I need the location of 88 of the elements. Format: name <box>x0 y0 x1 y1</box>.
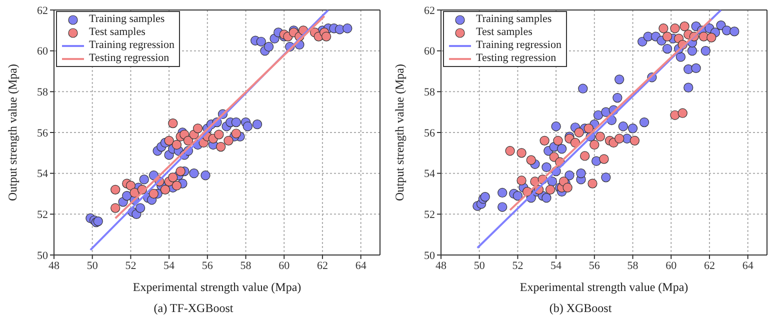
y-tick-label: 62 <box>37 4 48 17</box>
point <box>168 172 178 182</box>
point <box>231 128 241 138</box>
x-tick-label: 64 <box>742 260 754 272</box>
point <box>110 203 120 213</box>
y-tick-label: 52 <box>424 209 435 222</box>
legend-label: Test samples <box>89 26 146 39</box>
x-tick-label: 62 <box>316 260 328 272</box>
x-tick-label: 52 <box>125 260 136 272</box>
point <box>224 136 234 146</box>
y-tick-label: 50 <box>424 250 436 262</box>
point <box>516 148 526 158</box>
point <box>505 146 515 156</box>
y-tick-label: 54 <box>424 168 436 180</box>
point <box>516 176 526 186</box>
legend-label: Training regression <box>476 39 562 52</box>
point <box>678 108 688 118</box>
legend-label: Training samples <box>476 13 552 26</box>
point <box>172 140 182 150</box>
point <box>553 136 563 146</box>
point <box>172 180 182 190</box>
point <box>595 132 605 142</box>
point <box>670 24 680 34</box>
point <box>160 184 170 194</box>
y-tick-label: 62 <box>424 4 435 17</box>
point <box>670 110 680 120</box>
y-tick-label: 58 <box>37 86 48 99</box>
point <box>168 118 178 128</box>
point <box>545 184 556 194</box>
x-tick-label: 64 <box>355 260 367 272</box>
x-tick-label: 48 <box>436 260 447 272</box>
point <box>680 22 690 32</box>
point <box>614 134 624 144</box>
x-tick-label: 52 <box>512 260 524 272</box>
x-tick-label: 56 <box>202 260 214 272</box>
y-tick-label: 60 <box>424 46 436 58</box>
legend-label: Training samples <box>89 13 165 26</box>
point <box>706 32 716 42</box>
y-tick-label: 60 <box>37 46 48 58</box>
y-tick-label: 52 <box>37 209 48 222</box>
y-tick-label: 58 <box>424 86 436 99</box>
legend-label: Test samples <box>476 26 532 39</box>
x-tick-label: 48 <box>48 260 60 272</box>
point <box>164 136 174 146</box>
point <box>526 155 536 165</box>
point <box>562 182 572 192</box>
x-axis-title: Experimental strength value (Mpa) <box>520 280 688 294</box>
point <box>193 124 203 134</box>
x-tick-label: 58 <box>627 260 639 272</box>
point <box>662 32 672 42</box>
point <box>658 24 668 34</box>
point <box>183 136 194 146</box>
x-tick-label: 60 <box>278 260 290 272</box>
point <box>630 136 640 146</box>
legend-label: Testing regression <box>476 52 556 65</box>
legend-label: Training regression <box>89 39 174 52</box>
point <box>148 188 159 199</box>
x-tick-label: 62 <box>704 260 715 272</box>
point <box>584 124 594 134</box>
text: (a) TF-XGBoost <box>152 301 234 316</box>
point <box>590 140 600 150</box>
point <box>126 180 136 190</box>
point <box>540 136 550 146</box>
y-axis-title: Output strength value (Mpa) <box>392 64 406 201</box>
x-tick-label: 60 <box>666 260 678 272</box>
point <box>588 178 598 188</box>
x-tick-label: 58 <box>240 260 252 272</box>
point <box>321 32 332 42</box>
x-axis-title: Experimental strength value (Mpa) <box>132 280 302 294</box>
point <box>214 130 224 140</box>
x-tick-label: 50 <box>474 260 486 272</box>
point <box>574 128 584 138</box>
y-tick-label: 56 <box>424 127 436 140</box>
y-tick-label: 54 <box>37 168 48 180</box>
point <box>110 184 120 194</box>
point <box>599 154 609 164</box>
text: (b) XGBoost <box>548 301 613 316</box>
point <box>176 166 186 176</box>
legend-label: Testing regression <box>89 52 170 65</box>
point <box>580 151 590 161</box>
x-tick-label: 56 <box>588 260 600 272</box>
y-axis-title: Output strength value (Mpa) <box>5 64 20 201</box>
y-tick-label: 50 <box>37 250 48 262</box>
x-tick-label: 54 <box>164 260 176 272</box>
x-tick-label: 54 <box>550 260 562 272</box>
x-tick-label: 50 <box>86 260 98 272</box>
point <box>216 142 226 152</box>
y-tick-label: 56 <box>37 127 48 140</box>
